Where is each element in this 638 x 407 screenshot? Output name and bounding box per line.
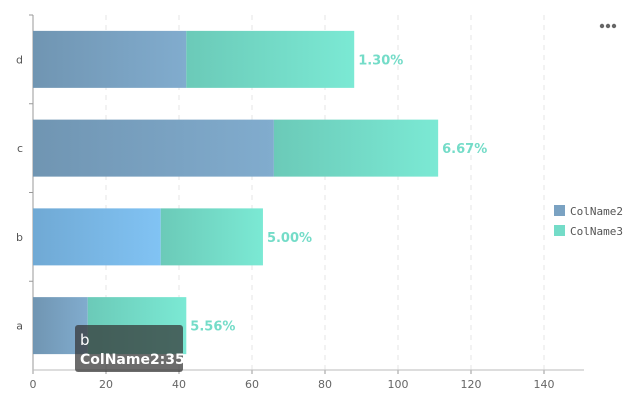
data-label: 1.30% bbox=[358, 53, 403, 68]
x-tick-label: 60 bbox=[245, 378, 259, 391]
y-category-label: d bbox=[16, 53, 23, 66]
tooltip-value: ColName2:35 bbox=[80, 352, 185, 368]
tooltip-box bbox=[75, 325, 183, 372]
bar-colname3-d[interactable] bbox=[186, 30, 355, 88]
data-label: 5.56% bbox=[190, 320, 235, 335]
x-tick-label: 80 bbox=[318, 378, 332, 391]
more-dot bbox=[611, 23, 617, 29]
legend-label[interactable]: ColName3 bbox=[570, 225, 623, 238]
x-tick-label: 120 bbox=[461, 378, 482, 391]
legend-swatch[interactable] bbox=[554, 225, 565, 236]
legend-swatch[interactable] bbox=[554, 205, 565, 216]
more-horizontal-icon[interactable] bbox=[599, 23, 617, 29]
x-tick-label: 140 bbox=[534, 378, 555, 391]
bars bbox=[33, 30, 439, 355]
more-dot bbox=[599, 23, 605, 29]
x-tick-label: 20 bbox=[99, 378, 113, 391]
tooltip-title: b bbox=[80, 331, 90, 349]
x-tick-label: 0 bbox=[30, 378, 37, 391]
bar-colname2-b[interactable] bbox=[33, 208, 161, 266]
more-options-button[interactable] bbox=[599, 23, 617, 29]
legend: ColName2 ColName3 bbox=[554, 205, 623, 238]
bar-colname3-b[interactable] bbox=[160, 208, 263, 266]
tooltip: b ColName2:35 bbox=[75, 325, 185, 372]
x-tick-label: 100 bbox=[388, 378, 409, 391]
y-category-label: b bbox=[16, 231, 23, 244]
bar-colname3-c[interactable] bbox=[273, 119, 439, 177]
data-labels: 5.56% 5.00% 6.67% 1.30% bbox=[190, 53, 487, 334]
legend-label[interactable]: ColName2 bbox=[570, 205, 623, 218]
bar-colname2-c[interactable] bbox=[33, 119, 274, 177]
more-dot bbox=[605, 23, 611, 29]
bar-colname2-d[interactable] bbox=[33, 30, 187, 88]
y-category-label: a bbox=[16, 320, 23, 333]
data-label: 5.00% bbox=[267, 231, 312, 246]
x-tick-label: 40 bbox=[172, 378, 186, 391]
data-label: 6.67% bbox=[442, 142, 487, 157]
y-category-label: c bbox=[17, 142, 23, 155]
